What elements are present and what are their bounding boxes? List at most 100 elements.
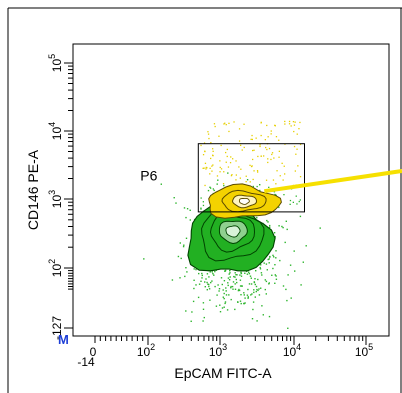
scatter-event [247,288,249,291]
scatter-event [206,273,209,275]
scatter-event [205,166,207,169]
scatter-event [235,174,237,176]
scatter-event [298,200,300,203]
scatter-event [272,179,275,181]
scatter-event [173,197,175,199]
scatter-event [278,206,280,209]
scatter-event [273,256,275,258]
scatter-event [228,122,230,124]
scatter-event [189,209,191,211]
x-tick-exponent: 5 [368,342,373,352]
scatter-event [259,144,261,146]
scatter-event [286,299,288,302]
scatter-event [256,170,259,172]
scatter-event [212,150,214,152]
scatter-event [201,277,203,279]
scatter-event [219,160,221,162]
scatter-event [268,282,270,284]
scatter-event [192,300,195,303]
scatter-event [240,168,242,170]
scatter-event [201,272,203,275]
scatter-event [179,277,181,279]
scatter-event [198,283,201,285]
scatter-event [211,165,213,167]
scatter-event [247,296,249,298]
scatter-event [266,269,268,271]
scatter-event [250,283,253,285]
scatter-event [256,217,258,219]
scatter-event [232,288,234,290]
scatter-event [267,161,269,164]
scatter-event [185,216,187,219]
scatter-event [238,166,240,168]
scatter-event [279,259,281,262]
gate-p6-label: P6 [140,168,157,184]
scatter-event [211,280,213,282]
scatter-event [257,171,259,173]
contour-gate-core [238,197,250,205]
scatter-event [239,177,241,179]
scatter-event [195,268,197,271]
scatter-event [222,183,225,185]
scatter-event [240,272,243,275]
scatter-event [284,241,286,244]
scatter-event [220,144,222,147]
scatter-event [218,288,221,290]
scatter-event [214,285,216,288]
scatter-event [256,320,258,322]
scatter-event [264,139,266,141]
scatter-event [299,215,302,218]
scatter-event [236,281,238,284]
scatter-event [233,275,235,278]
scatter-event [208,285,210,288]
scatter-event [249,181,251,183]
scatter-event [227,172,229,174]
scatter-event [285,220,287,222]
scatter-event [284,123,286,125]
scatter-event [239,300,242,302]
scatter-event [252,185,254,188]
scatter-event [263,262,265,264]
scatter-event [246,273,249,275]
scatter-event [202,167,204,169]
scatter-event [231,174,233,176]
scatter-event [257,289,259,292]
scatter-event [243,146,245,149]
scatter-event [210,281,212,284]
scatter-event [294,270,296,272]
scatter-event [251,165,253,167]
y-axis-title: CD146 PE-A [25,149,41,230]
scatter-event [143,258,145,260]
scatter-event [227,166,230,168]
scatter-event [223,297,225,300]
scatter-event [296,203,298,205]
scatter-event [224,122,226,124]
scatter-event [208,137,210,140]
scatter-event [193,268,195,270]
scatter-event [285,288,287,291]
scatter-event [240,285,243,287]
scatter-event [246,294,249,296]
scatter-event [265,280,268,283]
scatter-event [229,276,231,278]
scatter-event [215,305,218,307]
scatter-event [239,285,242,287]
scatter-event [256,288,258,291]
gate-p6[interactable] [197,143,305,213]
scatter-event [222,296,224,298]
scatter-event [249,164,251,166]
scatter-event [213,189,215,192]
scatter-event [274,274,276,276]
scatter-event [248,272,251,275]
scatter-event [245,181,247,183]
scatter-event [228,130,230,133]
scatter-event [232,281,235,283]
scatter-event [222,289,224,291]
scatter-event [270,158,272,161]
scatter-event [212,188,214,190]
y-tick-exponent: 2 [47,259,57,264]
scatter-event [290,125,292,127]
scatter-event [295,195,297,197]
scatter-event [271,153,273,156]
